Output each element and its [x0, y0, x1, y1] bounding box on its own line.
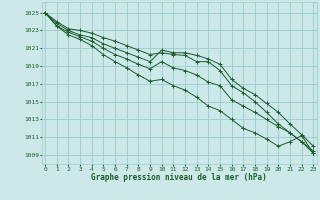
X-axis label: Graphe pression niveau de la mer (hPa): Graphe pression niveau de la mer (hPa): [91, 173, 267, 182]
